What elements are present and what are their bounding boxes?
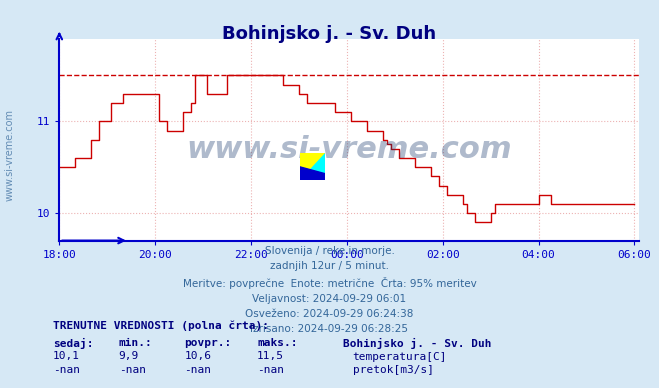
Text: -nan: -nan (119, 365, 146, 375)
Text: maks.:: maks.: (257, 338, 297, 348)
Polygon shape (300, 167, 325, 180)
Text: povpr.:: povpr.: (185, 338, 232, 348)
Text: 11,5: 11,5 (257, 351, 284, 361)
Text: www.si-vreme.com: www.si-vreme.com (186, 135, 512, 164)
Text: www.si-vreme.com: www.si-vreme.com (5, 109, 15, 201)
Text: 10,1: 10,1 (53, 351, 80, 361)
Text: 9,9: 9,9 (119, 351, 139, 361)
Text: -nan: -nan (185, 365, 212, 375)
Text: Bohinjsko j. - Sv. Duh: Bohinjsko j. - Sv. Duh (343, 338, 491, 348)
Text: Bohinjsko j. - Sv. Duh: Bohinjsko j. - Sv. Duh (223, 25, 436, 43)
Text: 10,6: 10,6 (185, 351, 212, 361)
Polygon shape (300, 153, 325, 180)
Text: pretok[m3/s]: pretok[m3/s] (353, 365, 434, 375)
Text: -nan: -nan (257, 365, 284, 375)
Polygon shape (300, 153, 325, 180)
Text: TRENUTNE VREDNOSTI (polna črta):: TRENUTNE VREDNOSTI (polna črta): (53, 320, 269, 331)
Text: sedaj:: sedaj: (53, 338, 93, 348)
Text: temperatura[C]: temperatura[C] (353, 352, 447, 362)
Text: -nan: -nan (53, 365, 80, 375)
Text: min.:: min.: (119, 338, 152, 348)
Text: Slovenija / reke in morje.
zadnjih 12ur / 5 minut.
Meritve: povprečne  Enote: me: Slovenija / reke in morje. zadnjih 12ur … (183, 246, 476, 334)
